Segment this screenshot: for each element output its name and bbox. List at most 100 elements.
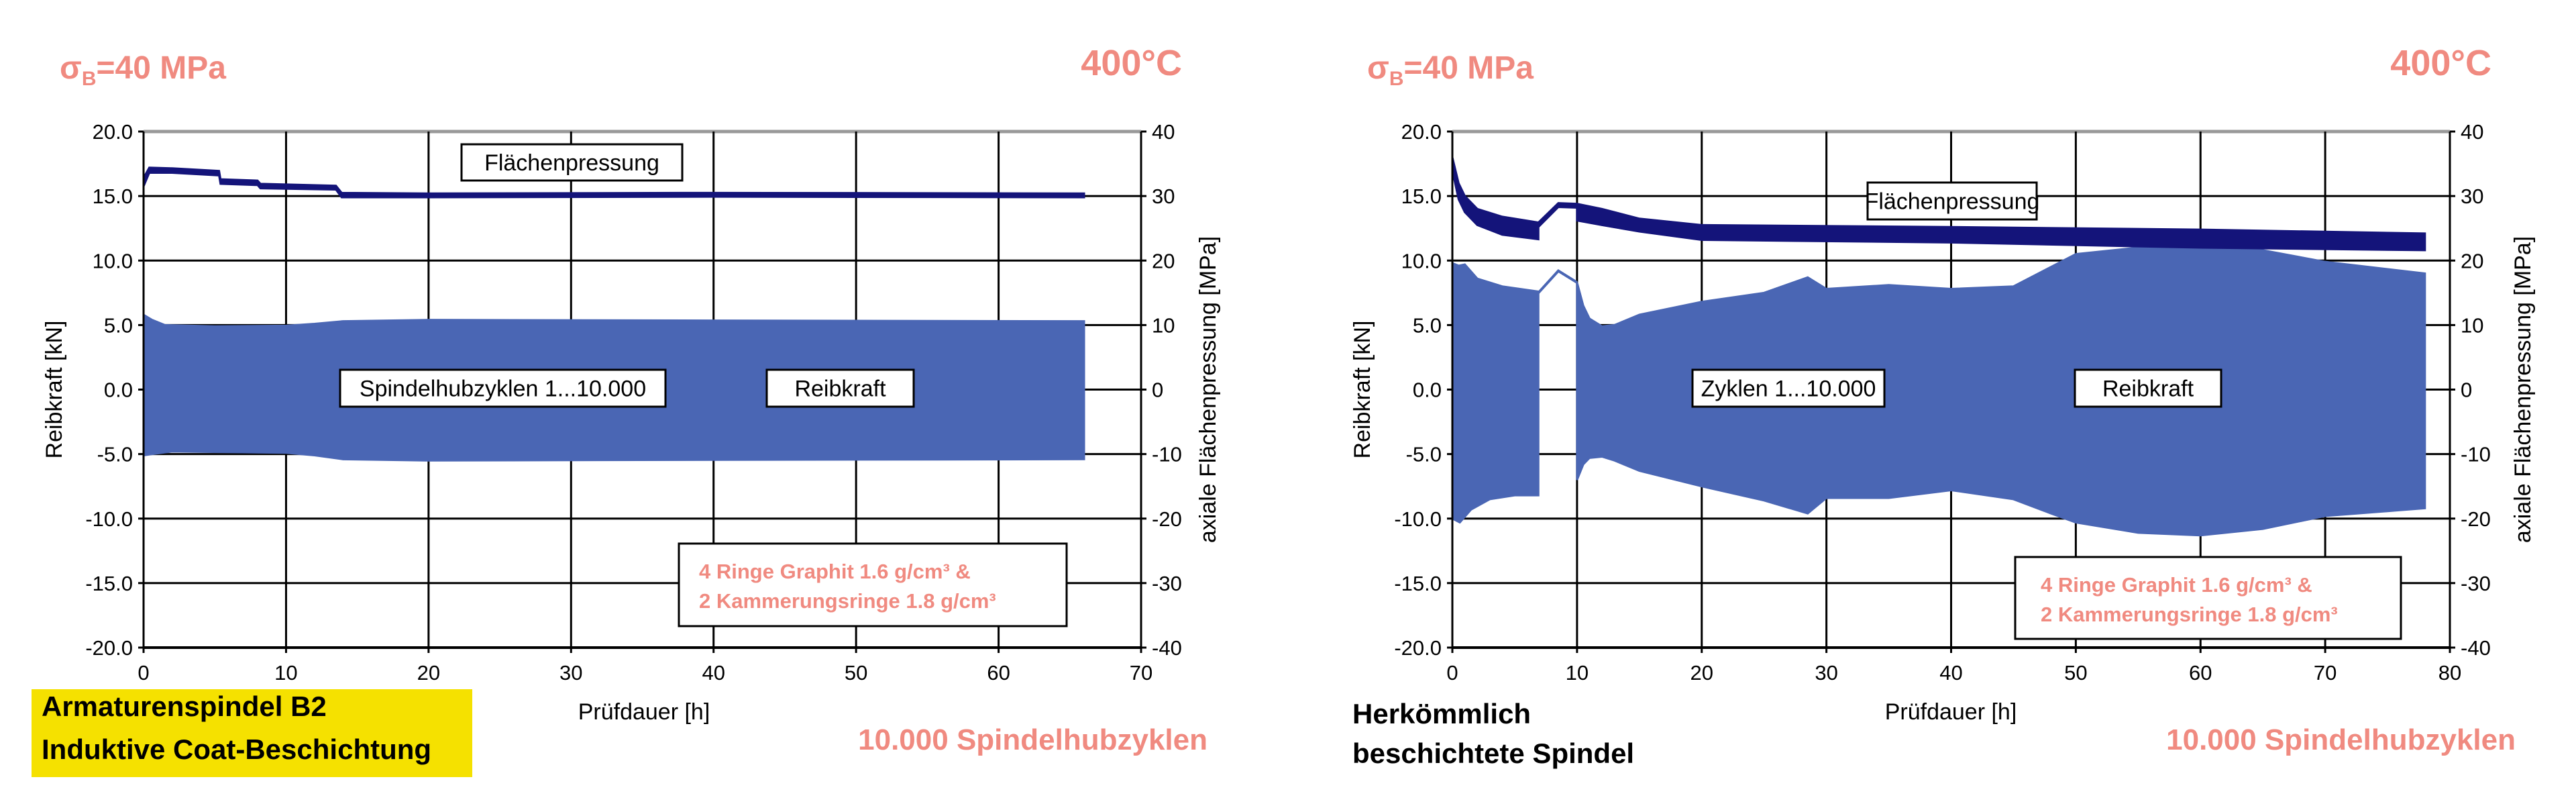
temperature-label: 400°C	[1081, 43, 1182, 83]
y2-tick-label: 20	[2461, 249, 2483, 272]
y-tick-label: 10.0	[1401, 249, 1442, 272]
x-tick-label: 70	[1130, 661, 1152, 685]
chart-panel-1: σB=40 MPa 400°C 20.0 40 15.0 30 10.0 20 5.0 10 0.0…	[32, 43, 1221, 777]
y2-tick-label: 30	[1152, 185, 1175, 208]
y2-tick-label: -10	[2461, 443, 2491, 466]
y-tick-label: -5.0	[97, 443, 133, 466]
y2-tick-label: -30	[2461, 572, 2491, 595]
annotation-flaechenpressung-box	[460, 143, 684, 182]
y2-tick-label: 40	[1152, 120, 1175, 144]
series-flaechenpressung-band	[1537, 202, 1578, 230]
annotation-reibkraft-box	[765, 368, 915, 408]
y-tick-label: 0.0	[1413, 378, 1442, 402]
caption-line: Armaturenspindel B2	[42, 691, 327, 722]
y-tick-label: -20.0	[85, 636, 133, 660]
y-axis-label: Reibkraft [kN]	[42, 321, 67, 459]
y-tick-label: 15.0	[1401, 185, 1442, 208]
material-legend-line: 4 Ringe Graphit 1.6 g/cm³ &	[2041, 573, 2312, 597]
y-tick-label: 20.0	[1401, 120, 1442, 144]
x-tick-label: 10	[274, 661, 297, 685]
y2-tick-label: -40	[2461, 636, 2491, 660]
y-tick-label: -15.0	[85, 572, 133, 595]
y2-tick-label: 30	[2461, 185, 2483, 208]
series-flaechenpressung-band	[1451, 157, 1540, 241]
x-tick-label: 50	[845, 661, 867, 685]
y2-tick-label: -20	[1152, 507, 1182, 531]
y2-tick-label: 20	[1152, 249, 1175, 272]
annotation-reibkraft: Reibkraft	[794, 376, 886, 402]
series-reibkraft-connector	[1537, 269, 1578, 294]
cycles-note: 10.000 Spindelhubzyklen	[858, 723, 1208, 756]
temperature-label: 400°C	[2390, 43, 2491, 83]
caption-highlight	[32, 689, 472, 777]
y-tick-label: 10.0	[93, 249, 133, 272]
stress-symbol: σ	[60, 50, 82, 86]
y2-tick-label: 10	[2461, 313, 2483, 337]
cycles-note: 10.000 Spindelhubzyklen	[2166, 723, 2516, 756]
annotation-cycles-box	[339, 368, 667, 408]
stress-subscript: B	[82, 68, 97, 90]
series-flaechenpressung-band	[142, 166, 1085, 199]
series-reibkraft-band	[1576, 246, 2426, 537]
stress-value: =40 MPa	[1404, 50, 1534, 86]
annotation-reibkraft: Reibkraft	[2102, 376, 2194, 402]
y-tick-label: -20.0	[1394, 636, 1442, 660]
caption-line: Herkömmlich	[1352, 698, 1531, 729]
y-tick-label: 5.0	[104, 313, 133, 337]
x-tick-label: 70	[2314, 661, 2337, 685]
annotation-reibkraft-box	[2074, 368, 2222, 408]
material-legend-box	[2014, 556, 2402, 640]
stress-subscript: B	[1389, 68, 1404, 90]
series-reibkraft-band	[1451, 261, 1540, 524]
annotation-flaechenpressung: Flächenpressung	[484, 150, 659, 176]
y-tick-label: -10.0	[1394, 507, 1442, 531]
y-tick-label: -15.0	[1394, 572, 1442, 595]
x-tick-label: 60	[2189, 661, 2212, 685]
annotation-flaechenpressung-box	[1866, 181, 2038, 221]
caption-line: Induktive Coat-Beschichtung	[42, 733, 431, 765]
x-tick-label: 0	[138, 661, 149, 685]
y2-tick-label: 0	[1152, 378, 1163, 402]
stress-label: σB=40 MPa	[1367, 50, 1534, 90]
annotation-cycles: Spindelhubzyklen 1...10.000	[360, 376, 646, 402]
material-legend-box	[678, 542, 1068, 627]
y2-tick-label: -30	[1152, 572, 1182, 595]
y-tick-label: 0.0	[104, 378, 133, 402]
stress-label: σB=40 MPa	[60, 50, 226, 90]
y2-tick-label: -40	[1152, 636, 1182, 660]
y-tick-label: 20.0	[93, 120, 133, 144]
x-tick-label: 20	[417, 661, 440, 685]
material-legend-line: 4 Ringe Graphit 1.6 g/cm³ &	[699, 560, 971, 583]
x-tick-label: 0	[1446, 661, 1458, 685]
x-axis-label: Prüfdauer [h]	[1885, 699, 2017, 725]
y-tick-label: 5.0	[1413, 313, 1442, 337]
y2-tick-label: -20	[2461, 507, 2491, 531]
x-tick-label: 50	[2064, 661, 2087, 685]
x-tick-label: 30	[559, 661, 582, 685]
annotation-flaechenpressung: Flächenpressung	[1865, 189, 2040, 215]
y2-axis-label: axiale Flächenpressung [MPa]	[1195, 236, 1221, 543]
y-tick-label: -10.0	[85, 507, 133, 531]
y-axis-label: Reibkraft [kN]	[1350, 321, 1375, 459]
x-tick-label: 10	[1566, 661, 1589, 685]
x-tick-label: 30	[1815, 661, 1837, 685]
y2-tick-label: 40	[2461, 120, 2483, 144]
material-legend-line: 2 Kammerungsringe 1.8 g/cm³	[699, 589, 996, 613]
x-tick-label: 20	[1690, 661, 1713, 685]
chart-panel-2: σB=40 MPa 400°C 20.0 40 15.0 30 10.0 20 5.0 10 0.0…	[1350, 43, 2536, 769]
y-tick-label: -5.0	[1406, 443, 1442, 466]
y2-axis-label: axiale Flächenpressung [MPa]	[2510, 236, 2536, 543]
annotation-cycles-box	[1691, 368, 1886, 408]
y2-tick-label: -10	[1152, 443, 1182, 466]
x-tick-label: 40	[1939, 661, 1962, 685]
stress-value: =40 MPa	[97, 50, 227, 86]
x-tick-label: 80	[2438, 661, 2461, 685]
caption-line: beschichtete Spindel	[1352, 738, 1634, 769]
x-tick-label: 40	[702, 661, 724, 685]
series-flaechenpressung-band	[1576, 202, 2426, 252]
y-tick-label: 15.0	[93, 185, 133, 208]
x-tick-label: 60	[987, 661, 1010, 685]
x-axis-label: Prüfdauer [h]	[578, 699, 710, 725]
stress-symbol: σ	[1367, 50, 1389, 86]
